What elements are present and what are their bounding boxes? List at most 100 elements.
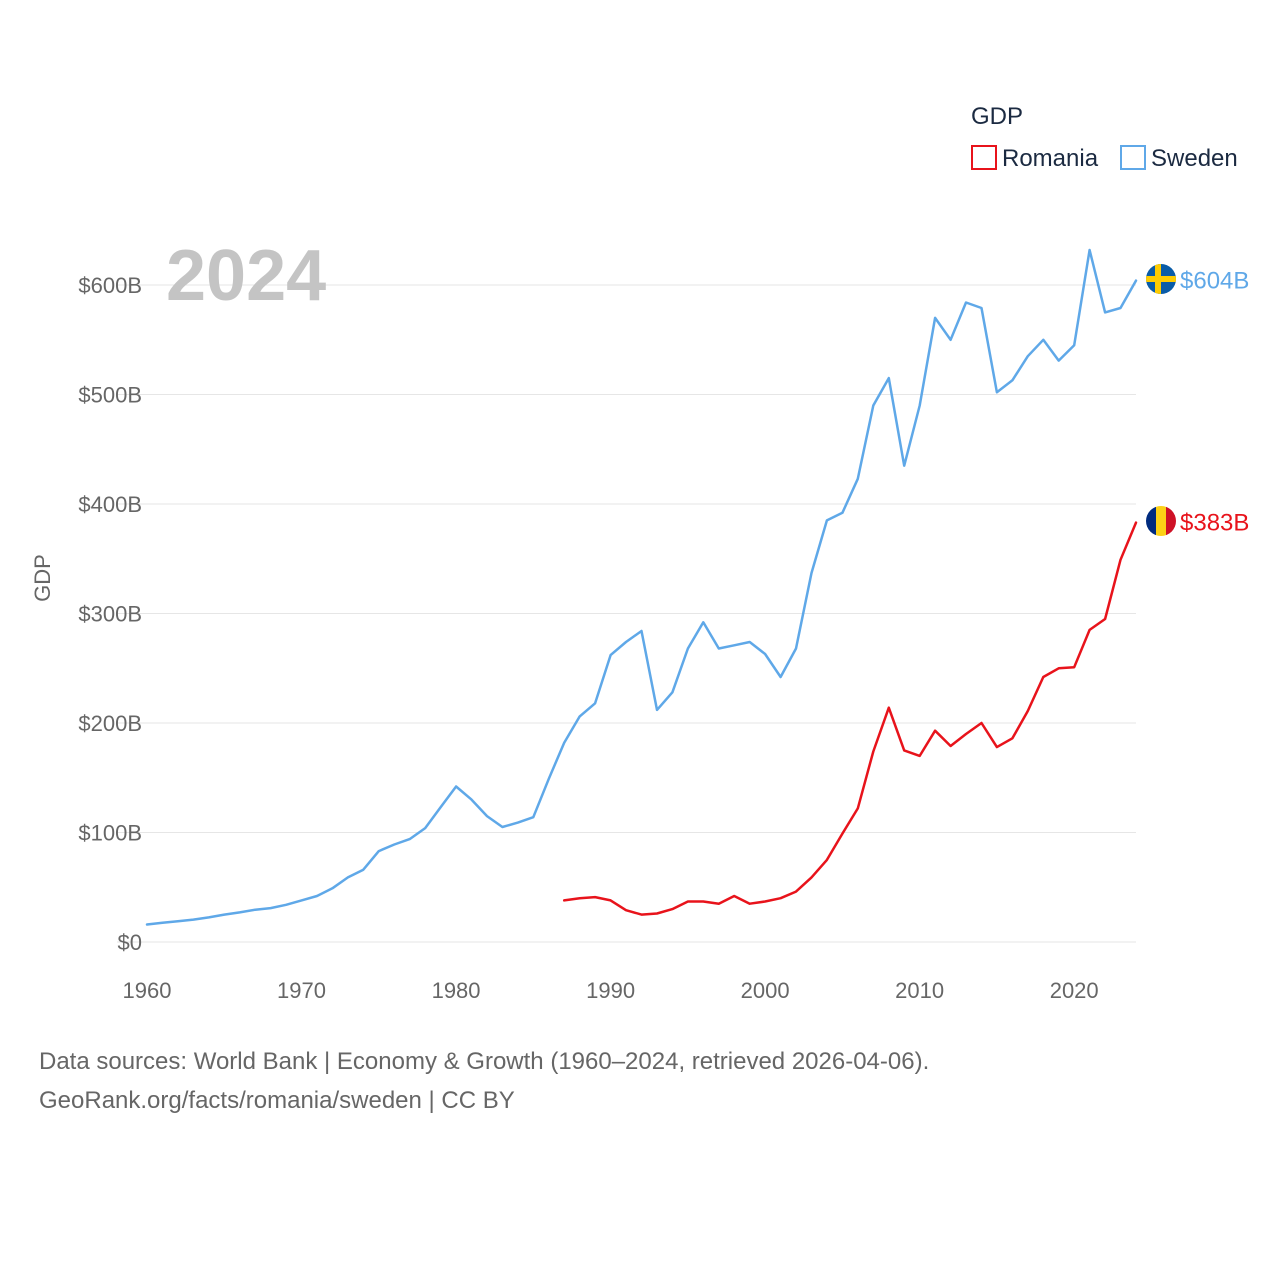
romania-flag-icon — [1146, 506, 1176, 536]
data-point-romania — [655, 912, 659, 916]
x-tick-label: 2000 — [741, 978, 790, 1003]
data-point-sweden — [485, 814, 489, 818]
legend-swatch-romania — [971, 145, 997, 170]
data-point-sweden — [361, 868, 365, 872]
legend: GDP Romania Sweden — [971, 103, 1238, 172]
data-point-romania — [856, 806, 860, 810]
data-point-romania — [902, 748, 906, 752]
data-point-sweden — [732, 643, 736, 647]
data-point-sweden — [779, 675, 783, 679]
data-point-romania — [1010, 736, 1014, 740]
y-tick-label: $0 — [118, 930, 142, 955]
y-tick-label: $600B — [78, 273, 142, 298]
data-point-sweden — [717, 647, 721, 651]
end-value-label-romania: $383B — [1180, 510, 1249, 537]
data-point-sweden — [500, 825, 504, 829]
series-line-sweden[interactable] — [145, 248, 1138, 926]
data-point-romania — [794, 890, 798, 894]
data-point-romania — [825, 858, 829, 862]
data-point-romania — [1119, 558, 1123, 562]
data-point-romania — [964, 732, 968, 736]
x-tick-label: 1980 — [432, 978, 481, 1003]
data-point-sweden — [1026, 354, 1030, 358]
data-point-sweden — [640, 629, 644, 633]
data-point-sweden — [222, 913, 226, 917]
data-point-romania — [701, 899, 705, 903]
y-axis-title: GDP — [30, 554, 55, 602]
legend-label-romania: Romania — [1002, 145, 1099, 172]
data-point-sweden — [763, 652, 767, 656]
data-point-sweden — [531, 815, 535, 819]
data-point-sweden — [300, 898, 304, 902]
x-tick-label: 2020 — [1050, 978, 1099, 1003]
data-point-romania — [748, 902, 752, 906]
year-label: 2024 — [166, 236, 326, 316]
end-value-label-sweden: $604B — [1180, 268, 1249, 295]
data-point-sweden — [346, 875, 350, 879]
y-tick-label: $400B — [78, 492, 142, 517]
x-tick-label: 1970 — [277, 978, 326, 1003]
data-point-romania — [562, 898, 566, 902]
data-point-sweden — [562, 741, 566, 745]
data-point-romania — [933, 729, 937, 733]
data-point-romania — [887, 706, 891, 710]
data-point-romania — [1103, 617, 1107, 621]
data-point-sweden — [269, 906, 273, 910]
data-point-sweden — [949, 338, 953, 342]
data-point-romania — [1026, 709, 1030, 713]
data-point-romania — [640, 913, 644, 917]
data-point-sweden — [979, 306, 983, 310]
grid — [117, 284, 1136, 943]
data-point-sweden — [207, 915, 211, 919]
data-point-romania — [1057, 666, 1061, 670]
data-point-sweden — [176, 919, 180, 923]
data-point-sweden — [191, 918, 195, 922]
data-point-sweden — [748, 640, 752, 644]
data-point-romania — [871, 749, 875, 753]
data-point-sweden — [1103, 310, 1107, 314]
data-point-sweden — [809, 571, 813, 575]
y-tick-label: $300B — [78, 602, 142, 627]
data-point-sweden — [933, 316, 937, 320]
legend-item-sweden[interactable]: Sweden — [1120, 145, 1238, 172]
data-point-romania — [779, 896, 783, 900]
x-tick-label: 1990 — [586, 978, 635, 1003]
x-tick-label: 1960 — [123, 978, 172, 1003]
data-point-sweden — [794, 647, 798, 651]
data-point-sweden — [160, 921, 164, 925]
data-point-sweden — [547, 777, 551, 781]
data-point-sweden — [902, 464, 906, 468]
data-point-sweden — [1057, 359, 1061, 363]
data-point-romania — [578, 896, 582, 900]
data-point-sweden — [670, 690, 674, 694]
source-line-2[interactable]: GeoRank.org/facts/romania/sweden | CC BY — [39, 1087, 515, 1114]
data-point-sweden — [284, 903, 288, 907]
data-point-sweden — [624, 640, 628, 644]
series-line-romania[interactable] — [562, 521, 1138, 916]
data-point-sweden — [655, 708, 659, 712]
data-point-sweden — [315, 894, 319, 898]
end-labels: $383B $604B — [1180, 268, 1249, 537]
series — [145, 248, 1138, 926]
data-point-romania — [918, 754, 922, 758]
data-point-sweden — [330, 886, 334, 890]
data-point-sweden — [408, 837, 412, 841]
legend-item-romania[interactable]: Romania — [971, 145, 1099, 172]
data-point-sweden — [1041, 338, 1045, 342]
data-point-sweden — [377, 849, 381, 853]
data-point-romania — [624, 908, 628, 912]
legend-swatch-sweden — [1120, 145, 1146, 170]
data-point-sweden — [578, 714, 582, 718]
data-point-sweden — [840, 511, 844, 515]
data-point-sweden — [609, 653, 613, 657]
legend-label-sweden: Sweden — [1151, 145, 1238, 172]
data-point-sweden — [1072, 343, 1076, 347]
data-point-romania — [717, 902, 721, 906]
data-point-sweden — [470, 798, 474, 802]
data-point-sweden — [516, 821, 520, 825]
data-point-romania — [1134, 521, 1138, 525]
x-tick-label: 2010 — [895, 978, 944, 1003]
y-tick-label: $500B — [78, 383, 142, 408]
data-point-romania — [686, 899, 690, 903]
